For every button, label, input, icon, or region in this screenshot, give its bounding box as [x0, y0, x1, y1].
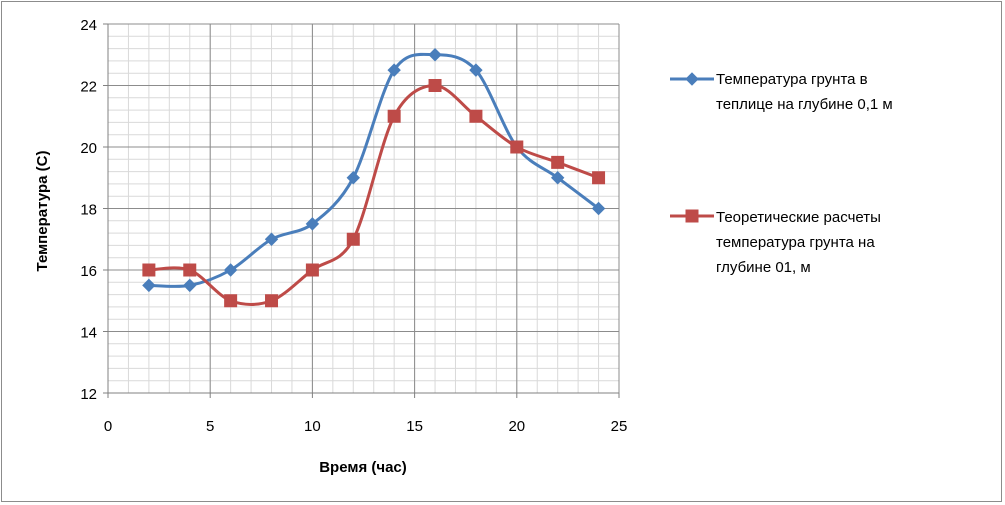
x-tick-label: 5 — [206, 418, 214, 435]
series-2-point — [428, 79, 442, 92]
y-tick-label: 12 — [80, 386, 97, 403]
y-tick-label: 20 — [80, 140, 97, 157]
legend-entry-series-1: Температура грунта в теплице на глубине … — [670, 71, 893, 113]
series-1-point — [428, 48, 442, 62]
legend-marker-series-1 — [685, 72, 699, 86]
x-tick-label: 0 — [104, 418, 112, 435]
legend-entry-series-2: Теоретические расчеты температура грунта… — [670, 209, 881, 276]
series-1-point — [591, 201, 606, 216]
legend-label-series-1-line-2: теплице на глубине 0,1 м — [716, 96, 893, 113]
series-2-point — [224, 294, 238, 308]
series-1-point — [264, 232, 279, 246]
series-1-point — [183, 278, 197, 293]
series-2-point — [510, 140, 524, 154]
y-axis-title: Температура (С) — [34, 151, 51, 272]
series-1-point — [469, 63, 483, 77]
series-2-point — [305, 263, 319, 277]
x-tick-label: 10 — [304, 418, 321, 435]
series-1-point — [550, 171, 565, 185]
x-tick-label: 20 — [508, 418, 525, 435]
y-tick-label: 24 — [80, 17, 97, 34]
series-2-point — [551, 155, 565, 169]
series-1-point — [387, 63, 401, 77]
series-2-point — [142, 263, 156, 277]
y-tick-label: 22 — [80, 79, 97, 96]
legend-label-series-2-line-3: глубине 01, м — [716, 259, 811, 276]
legend-label-series-2-line-2: температура грунта на — [716, 234, 875, 251]
series-layer — [142, 48, 606, 308]
y-tick-label: 18 — [80, 202, 97, 219]
x-tick-label: 25 — [611, 418, 628, 435]
legend-label-series-2-line-1: Теоретические расчеты — [716, 209, 881, 226]
series-2-point — [265, 294, 279, 308]
series-2 — [142, 79, 606, 308]
y-tick-labels: 12 14 16 18 20 22 24 — [80, 17, 97, 403]
series-1-point — [346, 171, 360, 185]
series-1-point — [305, 217, 320, 231]
y-tick-label: 16 — [80, 263, 97, 280]
axes — [103, 23, 620, 398]
series-2-point — [387, 109, 401, 123]
series-2-point — [346, 232, 360, 246]
series-1-point — [142, 278, 156, 293]
legend-marker-series-2 — [685, 209, 699, 223]
x-tick-labels: 0 5 10 15 20 25 — [104, 418, 628, 435]
series-1-point — [223, 263, 238, 277]
x-axis-title: Время (час) — [319, 459, 407, 476]
series-2-point — [469, 109, 483, 123]
legend-label-series-1-line-1: Температура грунта в — [716, 71, 868, 88]
legend: Температура грунта в теплице на глубине … — [670, 71, 893, 276]
y-tick-label: 14 — [80, 325, 97, 342]
series-2-point — [592, 171, 606, 185]
x-tick-label: 15 — [406, 418, 423, 435]
series-2-point — [183, 263, 197, 277]
